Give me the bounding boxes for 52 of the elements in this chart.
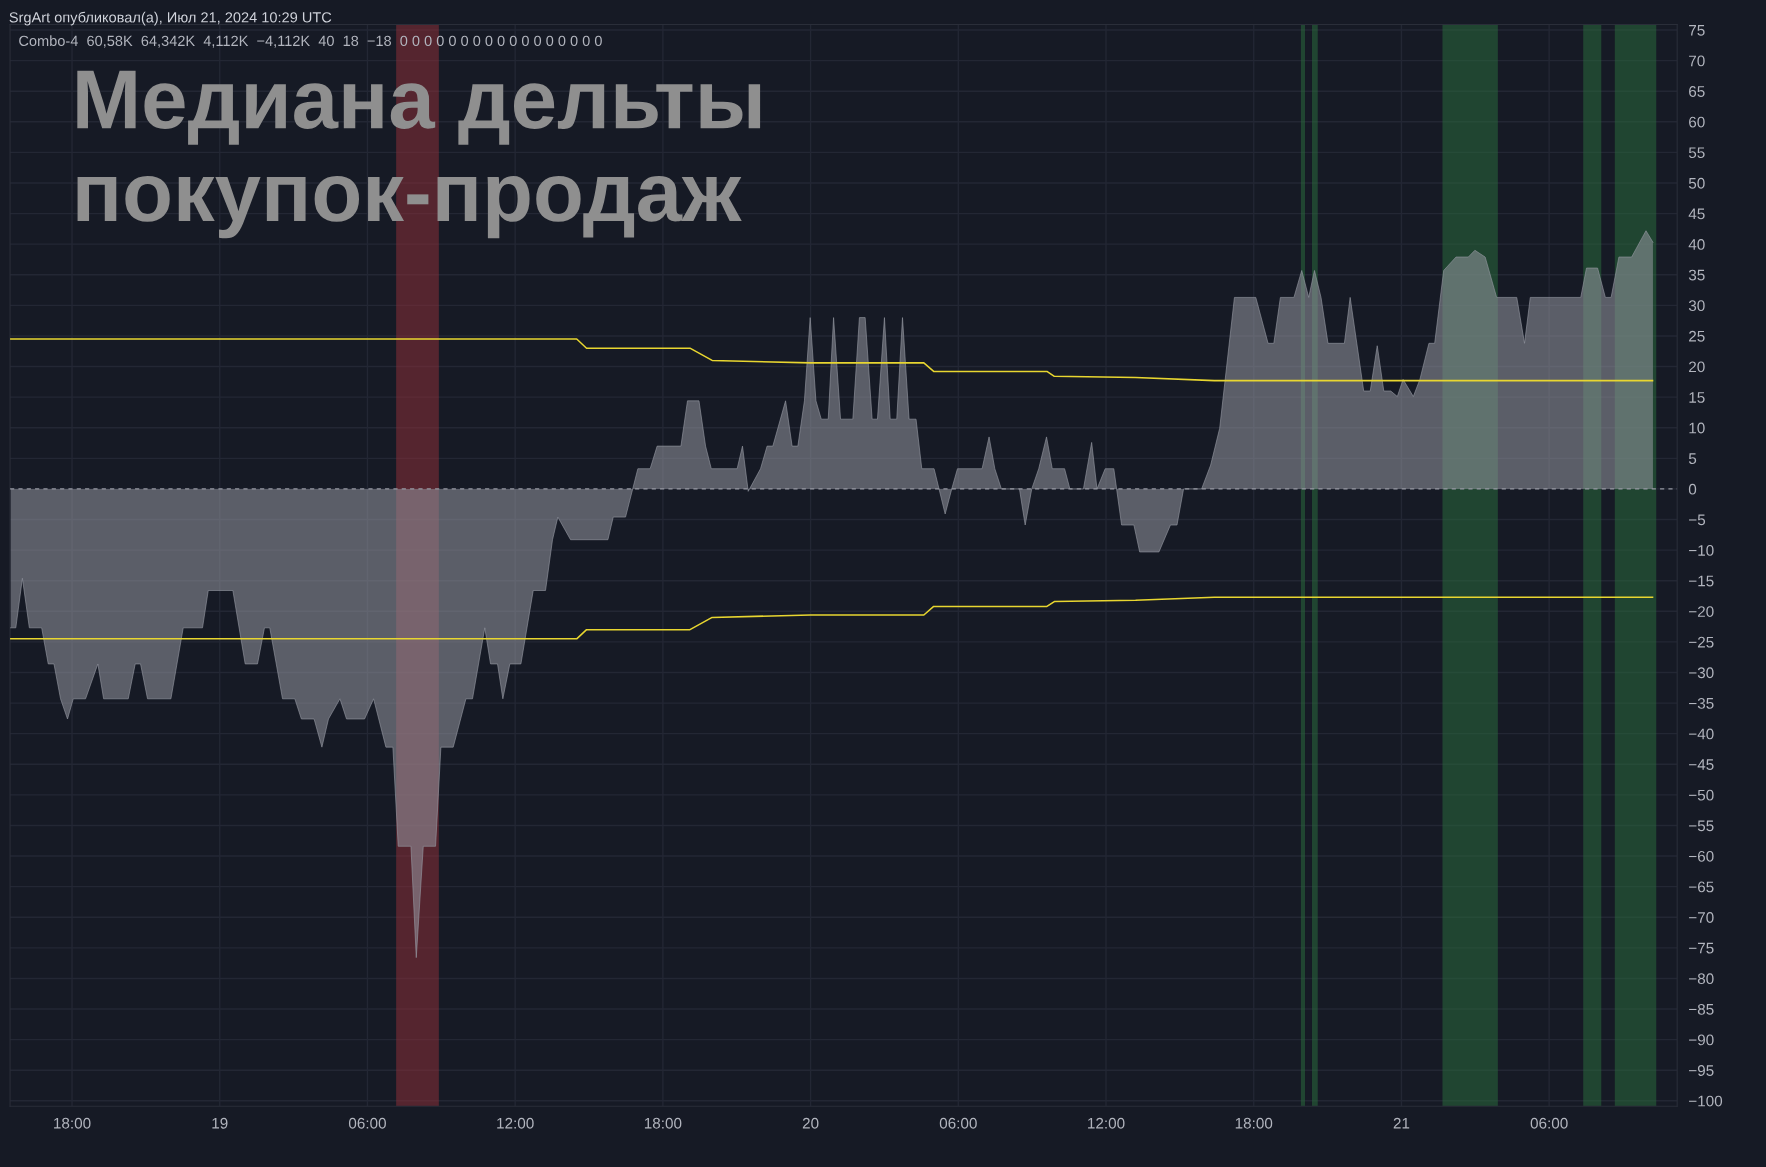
y-tick-label: −50 bbox=[1689, 789, 1714, 801]
text: Медиана дельты покупок-продаж bbox=[77, 70, 761, 239]
line-series bbox=[10, 596, 1654, 640]
x-tick-label: 12:00 bbox=[1088, 1117, 1125, 1129]
y-tick-label: 45 bbox=[1688, 208, 1705, 220]
y-tick-label: 35 bbox=[1688, 269, 1705, 281]
y-tick-label: 5 bbox=[1688, 453, 1697, 465]
y-tick-label: 30 bbox=[1688, 300, 1705, 312]
y-tick-label: −75 bbox=[1689, 942, 1714, 954]
y-tick-label: −10 bbox=[1689, 544, 1714, 556]
y-tick-label: −40 bbox=[1689, 728, 1714, 740]
y-tick-label: −60 bbox=[1689, 850, 1714, 862]
y-tick-label: 75 bbox=[1689, 25, 1705, 36]
y-tick-label: 0 bbox=[1688, 483, 1697, 495]
x-tick-label: 21 bbox=[1393, 1117, 1410, 1129]
y-tick-label: −85 bbox=[1689, 1003, 1714, 1015]
x-tick-label: 18:00 bbox=[54, 1117, 91, 1129]
y-tick-label: −5 bbox=[1689, 514, 1706, 526]
y-tick-label: 20 bbox=[1689, 361, 1705, 373]
y-tick-label: −25 bbox=[1689, 636, 1714, 648]
x-tick-label: 06:00 bbox=[939, 1117, 977, 1129]
y-tick-label: −45 bbox=[1689, 759, 1714, 770]
x-tick-label: 06:00 bbox=[1530, 1117, 1568, 1129]
y-tick-label: 25 bbox=[1689, 330, 1705, 342]
y-tick-label: −20 bbox=[1689, 606, 1714, 617]
y-tick-label: −80 bbox=[1689, 973, 1714, 985]
x-tick-label: 19 bbox=[212, 1117, 228, 1129]
y-tick-label: −30 bbox=[1689, 667, 1714, 679]
chart-subtitle: SrgArt опубликовал(а), Июл 21, 2024 10:29 UTC bbox=[9, 11, 332, 26]
y-tick-label: 65 bbox=[1689, 86, 1705, 97]
y-tick-label: −95 bbox=[1689, 1065, 1714, 1076]
y-tick-label: 70 bbox=[1689, 55, 1705, 67]
x-tick-label: 20 bbox=[802, 1117, 819, 1129]
y-tick-label: −35 bbox=[1689, 697, 1714, 709]
y-tick-label: 55 bbox=[1688, 147, 1705, 159]
y-tick-label: −90 bbox=[1689, 1034, 1714, 1046]
annotation: Combo-4 60,58K 64,342K 4,112K −4,112K 40 18 −18 0 0 0 0 0 0 0 0 0 0 0 0 0 0 0 0 0 bbox=[19, 35, 602, 48]
y-tick-label: 15 bbox=[1689, 392, 1705, 403]
x-tick-label: 18:00 bbox=[1235, 1117, 1273, 1129]
y-tick-label: −100 bbox=[1689, 1095, 1723, 1107]
y-tick-label: 60 bbox=[1689, 116, 1705, 128]
y-tick-label: 10 bbox=[1689, 422, 1705, 434]
line-series bbox=[10, 338, 1654, 382]
x-tick-label: 18:00 bbox=[644, 1117, 682, 1129]
y-tick-label: −65 bbox=[1689, 881, 1714, 893]
y-tick-label: −55 bbox=[1689, 820, 1714, 832]
x-tick-label: 12:00 bbox=[497, 1117, 534, 1129]
y-tick-label: −15 bbox=[1689, 575, 1714, 587]
y-tick-label: 40 bbox=[1688, 239, 1705, 250]
y-tick-label: 50 bbox=[1688, 177, 1705, 189]
y-tick-label: −70 bbox=[1689, 912, 1714, 923]
x-tick-label: 06:00 bbox=[348, 1117, 386, 1129]
